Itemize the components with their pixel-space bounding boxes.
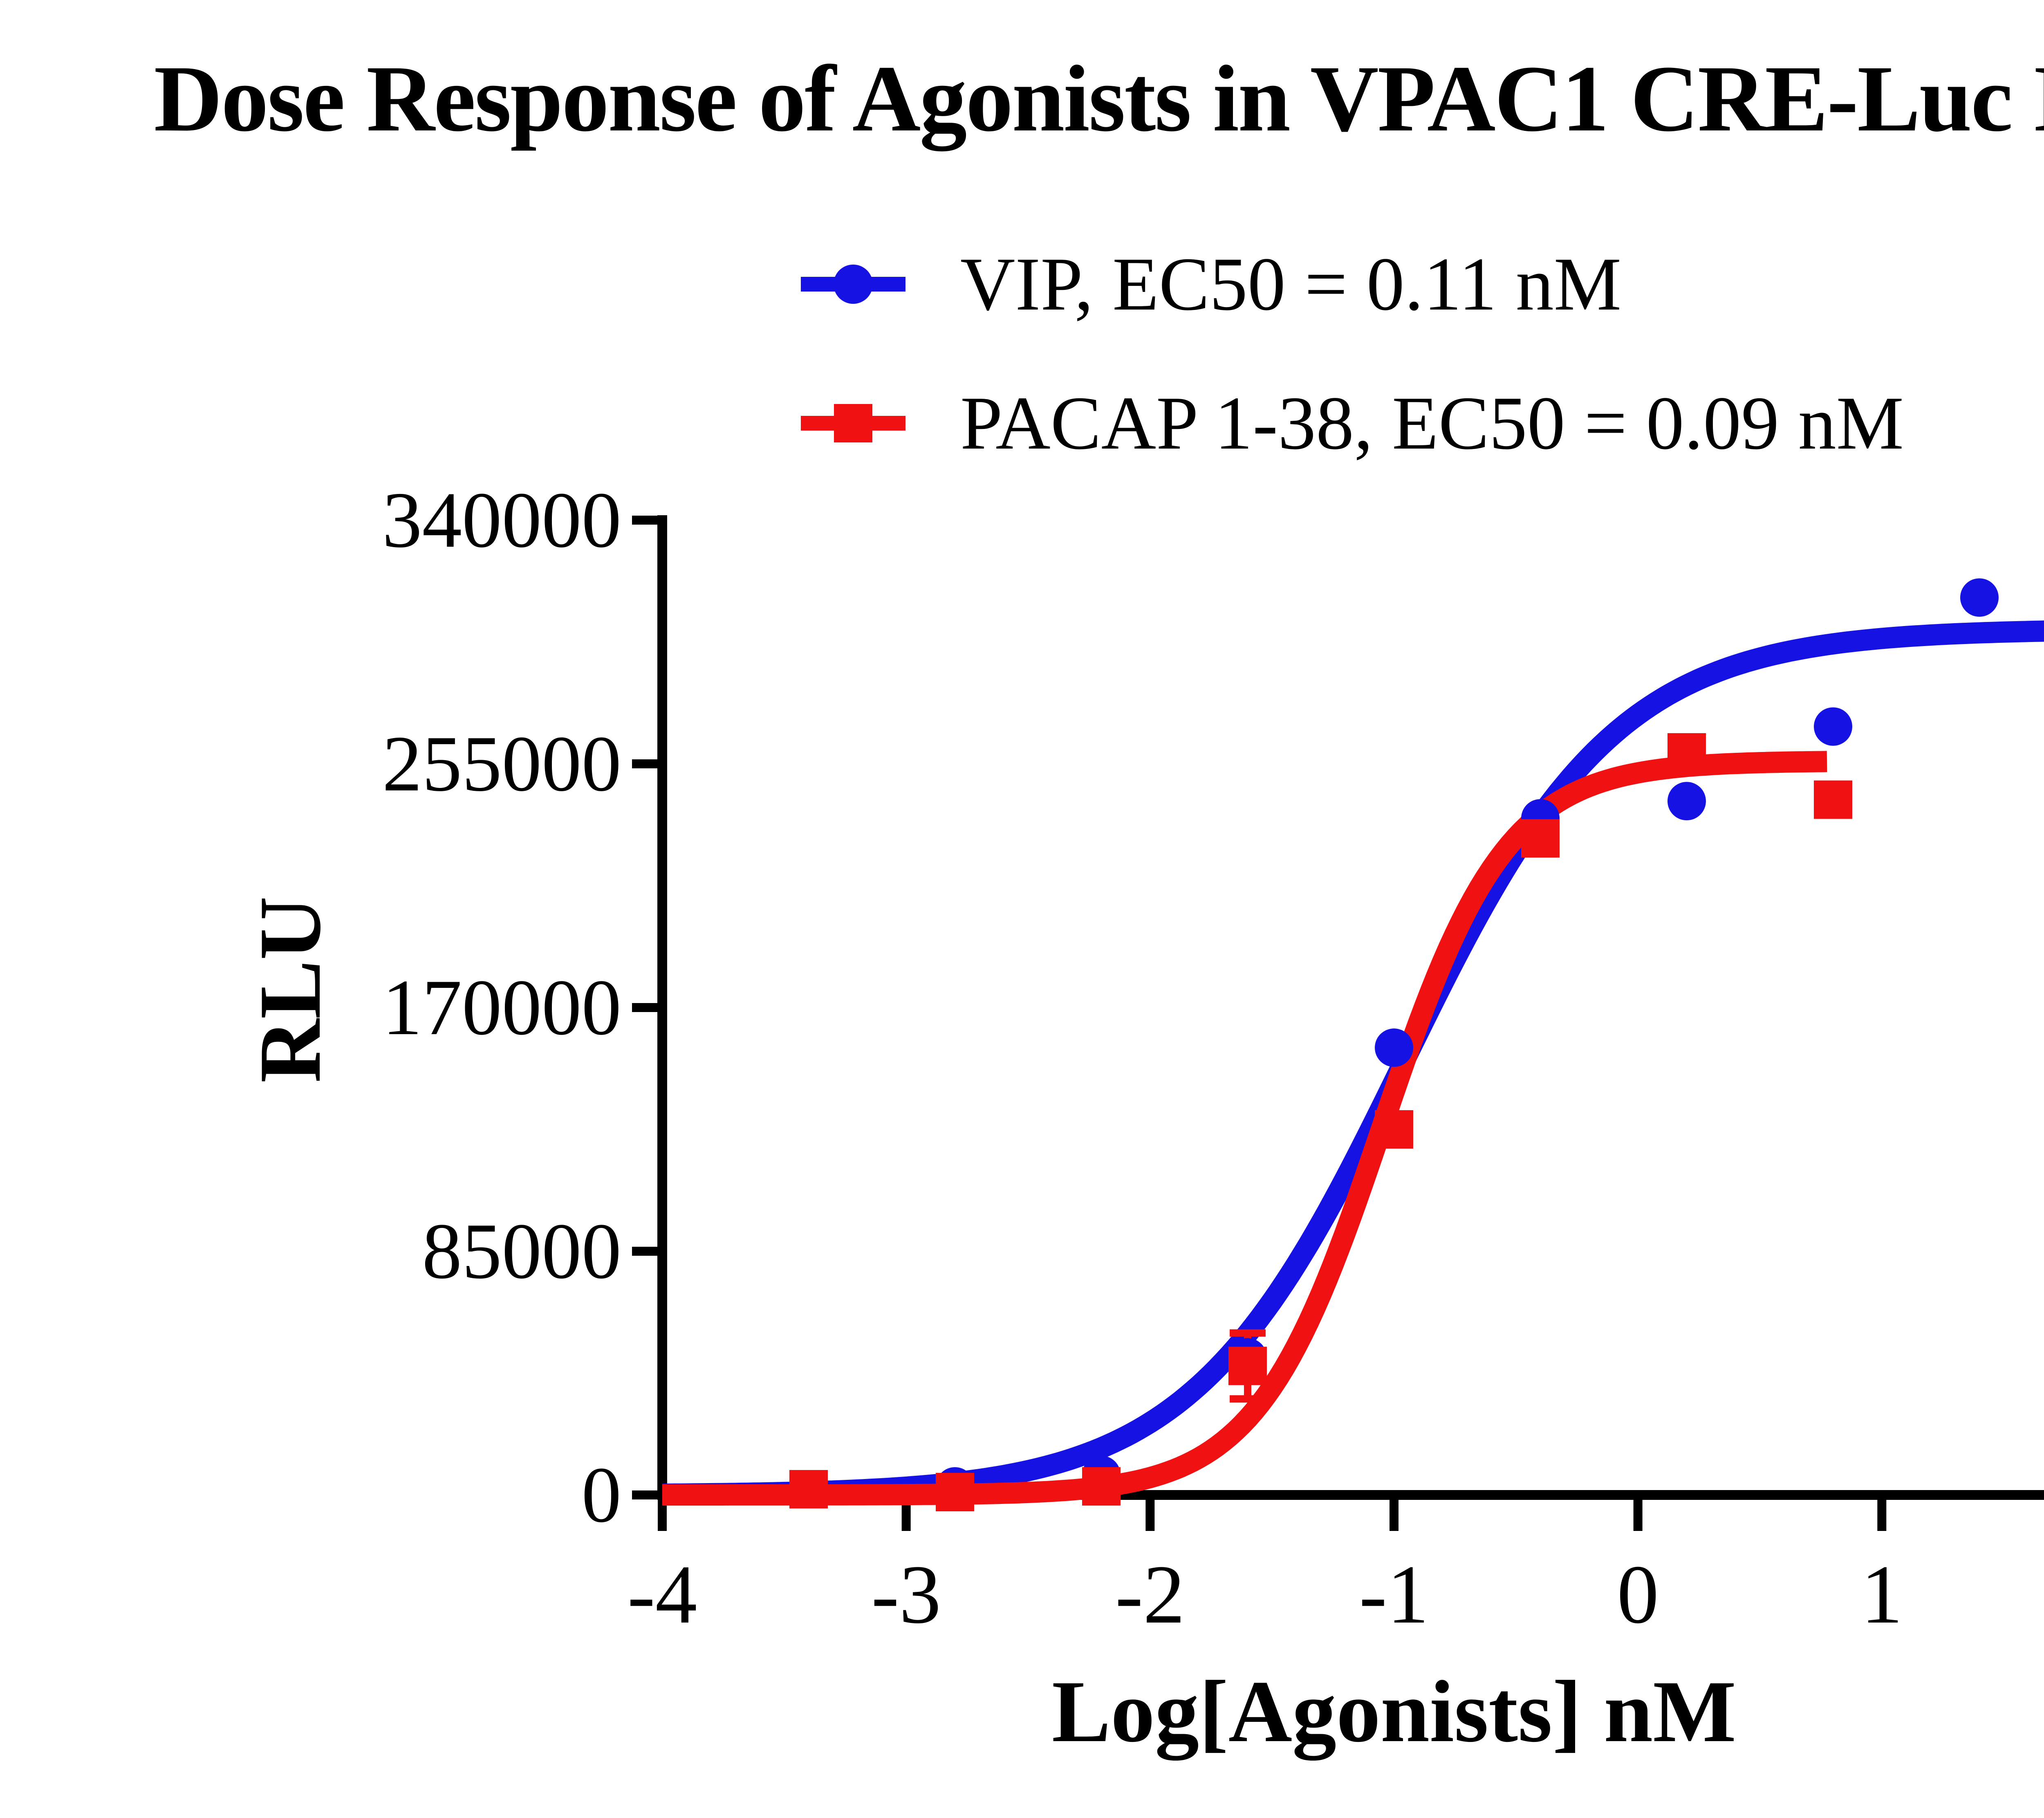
pacap-point xyxy=(1375,1110,1413,1149)
pacap-point xyxy=(936,1472,974,1511)
vip-legend-circle xyxy=(834,265,873,304)
y-tick-label: 340000 xyxy=(382,476,621,564)
pacap-curve xyxy=(662,751,1827,1506)
vip-point xyxy=(1375,1028,1413,1067)
x-tick-label: 0 xyxy=(1617,1548,1659,1641)
x-axis-title: Log[Agonists] nM xyxy=(1051,1663,1737,1760)
y-tick-label: 255000 xyxy=(382,720,621,808)
pacap-point xyxy=(1814,780,1852,819)
y-tick-label: 170000 xyxy=(382,963,621,1052)
legend-label-vip: VIP, EC50 = 0.11 nM xyxy=(960,242,1622,326)
pacap-point xyxy=(789,1470,828,1508)
vip-series-marker-icon xyxy=(801,265,905,304)
x-tick-label: 1 xyxy=(1861,1548,1903,1641)
pacap-legend-square xyxy=(834,404,872,442)
y-tick-label: 0 xyxy=(582,1451,622,1539)
pacap-point xyxy=(1521,819,1560,858)
legend-item-vip: VIP, EC50 = 0.11 nM xyxy=(799,242,1904,326)
legend: VIP, EC50 = 0.11 nM PACAP 1-38, EC50 = 0… xyxy=(799,242,1904,532)
x-tick-label: -1 xyxy=(1359,1548,1429,1641)
legend-label-pacap: PACAP 1-38, EC50 = 0.09 nM xyxy=(960,381,1904,465)
pacap-point xyxy=(1082,1467,1121,1506)
y-tick-label: 85000 xyxy=(422,1207,622,1295)
x-tick-label: -3 xyxy=(871,1548,941,1641)
x-tick-label: -2 xyxy=(1115,1548,1185,1641)
vip-point xyxy=(1814,707,1852,746)
vip-point xyxy=(1960,578,1999,617)
pacap-point xyxy=(1667,733,1706,772)
legend-item-pacap: PACAP 1-38, EC50 = 0.09 nM xyxy=(799,381,1904,465)
vip-point xyxy=(1667,782,1706,821)
vip-curve xyxy=(662,620,2044,1505)
x-tick-label: -4 xyxy=(628,1548,697,1641)
pacap-series-marker-icon xyxy=(801,404,905,442)
pacap-point xyxy=(1228,1347,1267,1385)
chart-title: Dose Response of Agonists in VPAC1 CRE-L… xyxy=(154,46,2044,151)
